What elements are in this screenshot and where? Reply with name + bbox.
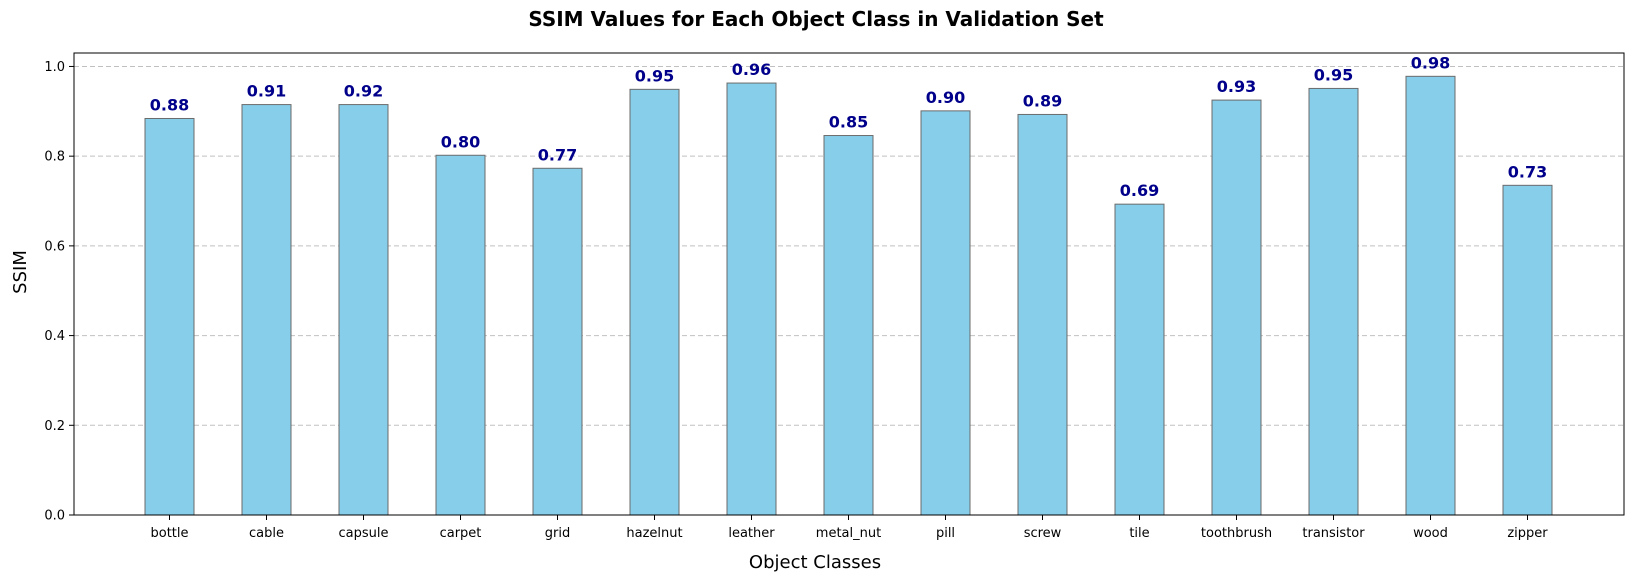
x-tick-label-bottle: bottle (150, 526, 188, 541)
bar-carpet (435, 154, 486, 516)
x-tick-label-hazelnut: hazelnut (626, 526, 682, 541)
x-tick-label-capsule: capsule (339, 526, 389, 541)
bar-cable (241, 104, 292, 516)
y-ticks-layer: 0.0 0.2 0.4 0.6 0.8 1.0 (44, 60, 74, 524)
value-label-pill: 0.90 (926, 88, 965, 107)
x-tick-label-metal-nut: metal_nut (816, 526, 881, 541)
value-label-capsule: 0.92 (344, 82, 383, 101)
y-axis-label: SSIM (10, 250, 31, 294)
bar-wood (1405, 75, 1456, 516)
y-tick-label: 0.0 (44, 509, 65, 524)
x-tick-label-transistor: transistor (1302, 526, 1365, 541)
bar-transistor (1308, 87, 1359, 516)
x-tick-label-cable: cable (249, 526, 284, 541)
value-label-cable: 0.91 (247, 82, 286, 101)
value-label-leather: 0.96 (732, 60, 771, 79)
bar-screw (1017, 113, 1068, 516)
value-label-hazelnut: 0.95 (635, 66, 674, 85)
y-tick-label: 0.2 (44, 419, 65, 434)
value-label-screw: 0.89 (1023, 91, 1062, 110)
bar-toothbrush (1211, 99, 1262, 516)
bar-capsule (338, 104, 389, 516)
bar-hazelnut (629, 88, 680, 516)
value-labels-layer: 0.88 0.91 0.92 0.80 0.77 0.95 0.96 0.85 0.90 0.89… (150, 53, 1547, 200)
x-tick-label-tile: tile (1129, 526, 1149, 541)
value-label-zipper: 0.73 (1508, 162, 1547, 181)
value-label-wood: 0.98 (1411, 53, 1450, 72)
value-label-tile: 0.69 (1120, 181, 1159, 200)
value-label-bottle: 0.88 (150, 95, 189, 114)
value-label-grid: 0.77 (538, 145, 577, 164)
x-tick-label-toothbrush: toothbrush (1201, 526, 1272, 541)
grid-layer (74, 65, 1624, 426)
value-label-metal-nut: 0.85 (829, 113, 868, 132)
x-tick-label-grid: grid (545, 526, 570, 541)
x-tick-label-wood: wood (1413, 526, 1448, 541)
bar-grid (532, 167, 583, 516)
bar-leather (726, 82, 777, 516)
y-tick-label: 1.0 (44, 60, 65, 75)
x-tick-label-leather: leather (728, 526, 775, 541)
y-tick-label: 0.6 (44, 239, 65, 254)
bar-pill (920, 110, 971, 516)
bar-metal-nut (823, 135, 874, 516)
bar-tile (1114, 203, 1165, 516)
x-tick-label-screw: screw (1024, 526, 1062, 541)
x-ticks-layer: bottle cable capsule carpet grid hazelnut leat… (150, 515, 1548, 541)
x-tick-label-carpet: carpet (440, 526, 482, 541)
value-label-carpet: 0.80 (441, 132, 480, 151)
chart-title: SSIM Values for Each Object Class in Val… (528, 7, 1104, 31)
x-tick-label-zipper: zipper (1507, 526, 1548, 541)
value-label-transistor: 0.95 (1314, 65, 1353, 84)
x-tick-label-pill: pill (936, 526, 955, 541)
bar-zipper (1502, 184, 1553, 516)
bars-layer (144, 75, 1553, 516)
y-tick-label: 0.4 (44, 329, 65, 344)
bar-bottle (144, 117, 195, 516)
value-label-toothbrush: 0.93 (1217, 77, 1256, 96)
y-tick-label: 0.8 (44, 150, 65, 165)
x-axis-label: Object Classes (749, 552, 881, 573)
